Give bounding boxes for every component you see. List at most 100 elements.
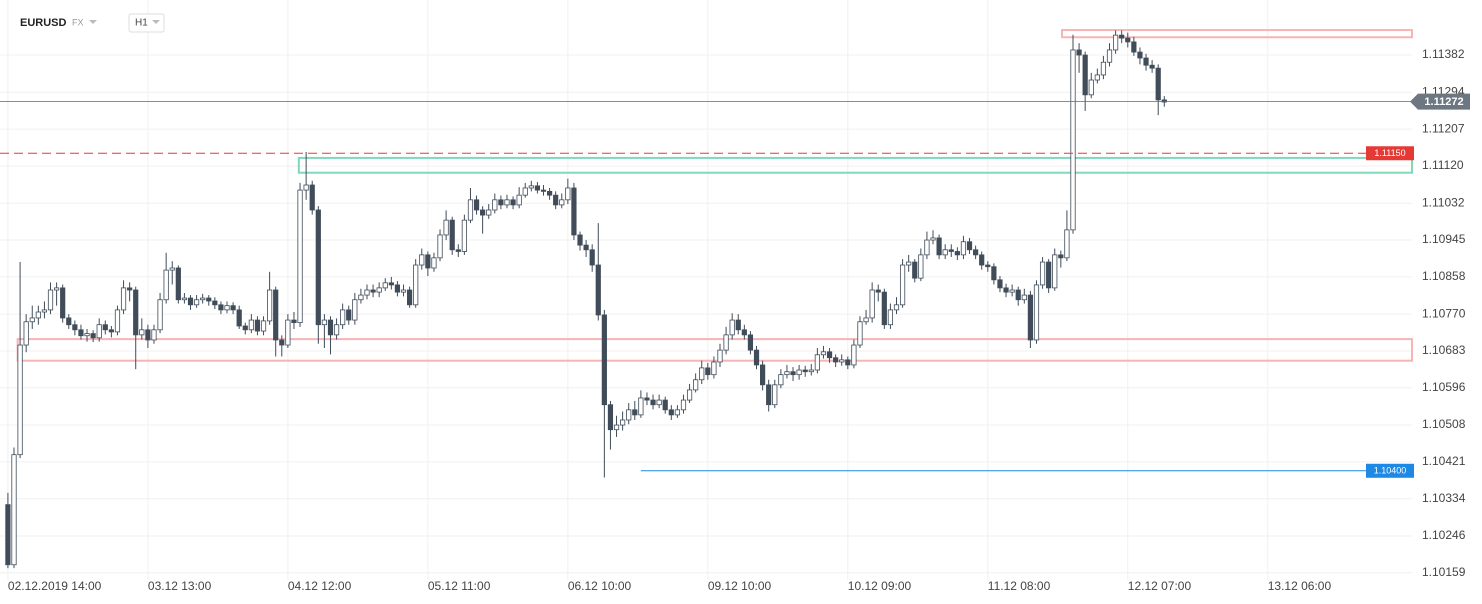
dropdown-arrow[interactable]	[89, 20, 97, 24]
candle-body	[1027, 294, 1033, 341]
y-tick-label: 1.10770	[1422, 306, 1466, 320]
y-tick-label: 1.10334	[1422, 491, 1466, 505]
candle-body	[1161, 99, 1167, 103]
candle-body	[1106, 49, 1113, 63]
candle-body	[875, 289, 881, 293]
candle-body	[851, 344, 857, 366]
candle-body	[1033, 284, 1040, 341]
candle-body	[918, 254, 924, 279]
candle-body	[54, 287, 60, 291]
candle-body	[717, 349, 723, 363]
candle-body	[699, 367, 705, 381]
candle-body	[327, 319, 334, 336]
candle-body	[84, 333, 90, 337]
candle-body	[711, 361, 717, 376]
dropdown-arrow[interactable]	[152, 20, 160, 24]
candle-body	[966, 241, 973, 251]
candle-body	[455, 249, 461, 252]
candle-body	[400, 289, 407, 293]
candle-body	[321, 319, 327, 326]
candle-body	[486, 209, 492, 216]
x-tick-label: 09.12 10:00	[708, 579, 772, 593]
x-tick-label: 11.12 08:00	[988, 579, 1051, 593]
candle-body	[912, 261, 918, 279]
candle-body	[735, 319, 741, 331]
candle-body	[613, 424, 620, 431]
candle-body	[127, 287, 133, 291]
candle-body	[102, 324, 108, 331]
candle-body	[632, 409, 638, 416]
candle-body	[930, 237, 936, 241]
candle-body	[674, 409, 680, 416]
candle-body	[1100, 61, 1107, 76]
candle-body	[948, 249, 954, 252]
candle-body	[407, 289, 413, 306]
candle-body	[78, 329, 84, 337]
candle-body	[297, 189, 303, 323]
candle-body	[772, 384, 778, 406]
candle-body	[814, 354, 820, 371]
candle-body	[626, 409, 632, 421]
price-tag	[1366, 463, 1414, 478]
candle-body	[534, 185, 541, 191]
candle-body	[376, 287, 382, 293]
candle-body	[705, 367, 711, 376]
candle-body	[41, 309, 48, 313]
candle-body	[254, 319, 261, 332]
overlay: 1.11150 1.10400 1.11272	[0, 93, 1470, 478]
candle-body	[175, 267, 181, 301]
y-tick-label: 1.10683	[1422, 343, 1466, 357]
candle-body	[394, 284, 401, 293]
candle-body	[790, 371, 796, 376]
candle-body	[285, 319, 291, 346]
y-tick-label: 1.10858	[1422, 269, 1466, 283]
zone	[1061, 29, 1413, 39]
y-tick-label: 1.10421	[1422, 454, 1466, 468]
candle-body	[656, 399, 662, 406]
candle-body	[638, 397, 644, 416]
symbol[interactable]: EURUSD	[20, 17, 67, 29]
candle-body	[1155, 67, 1161, 101]
y-tick-label: 1.11382	[1422, 47, 1465, 61]
candle-body	[437, 234, 443, 259]
candle-body	[820, 351, 827, 356]
candle-body	[1009, 289, 1015, 293]
price-tag	[1366, 146, 1414, 161]
candle-body	[388, 282, 394, 286]
candle-body	[887, 309, 894, 326]
candle-body	[498, 199, 504, 206]
candle-body	[358, 294, 364, 301]
candle-body	[839, 359, 845, 363]
candle-body	[559, 199, 565, 206]
candle-body	[181, 297, 188, 301]
candle-body	[230, 305, 236, 311]
candle-body	[206, 297, 212, 302]
candle-body	[370, 289, 376, 293]
y-tick-label: 1.11120	[1422, 158, 1464, 172]
timeframe-box[interactable]	[128, 13, 165, 33]
candle-body	[565, 187, 571, 201]
candle-body	[893, 304, 900, 311]
candle-body	[1113, 34, 1119, 51]
candle-body	[480, 209, 486, 216]
candle-body	[540, 189, 547, 192]
candle-body	[309, 184, 315, 211]
candle-body	[23, 321, 29, 346]
candle-body	[546, 190, 553, 196]
candle-body	[248, 319, 254, 331]
candle-body	[504, 199, 510, 206]
candle-body	[766, 384, 772, 406]
candle-body	[845, 359, 851, 366]
candle-body	[857, 321, 863, 346]
candle-body	[1039, 261, 1046, 286]
timeframe[interactable]: H1	[135, 18, 148, 29]
candle-body	[72, 324, 78, 331]
candle-body	[291, 319, 297, 323]
candle-body	[461, 219, 467, 252]
candle-body	[1076, 49, 1082, 56]
candle-body	[723, 334, 729, 351]
x-tick-label: 06.12 10:00	[568, 579, 632, 593]
y-tick-label: 1.11207	[1422, 121, 1465, 135]
candle-body	[108, 329, 114, 333]
candle-body	[443, 219, 449, 236]
